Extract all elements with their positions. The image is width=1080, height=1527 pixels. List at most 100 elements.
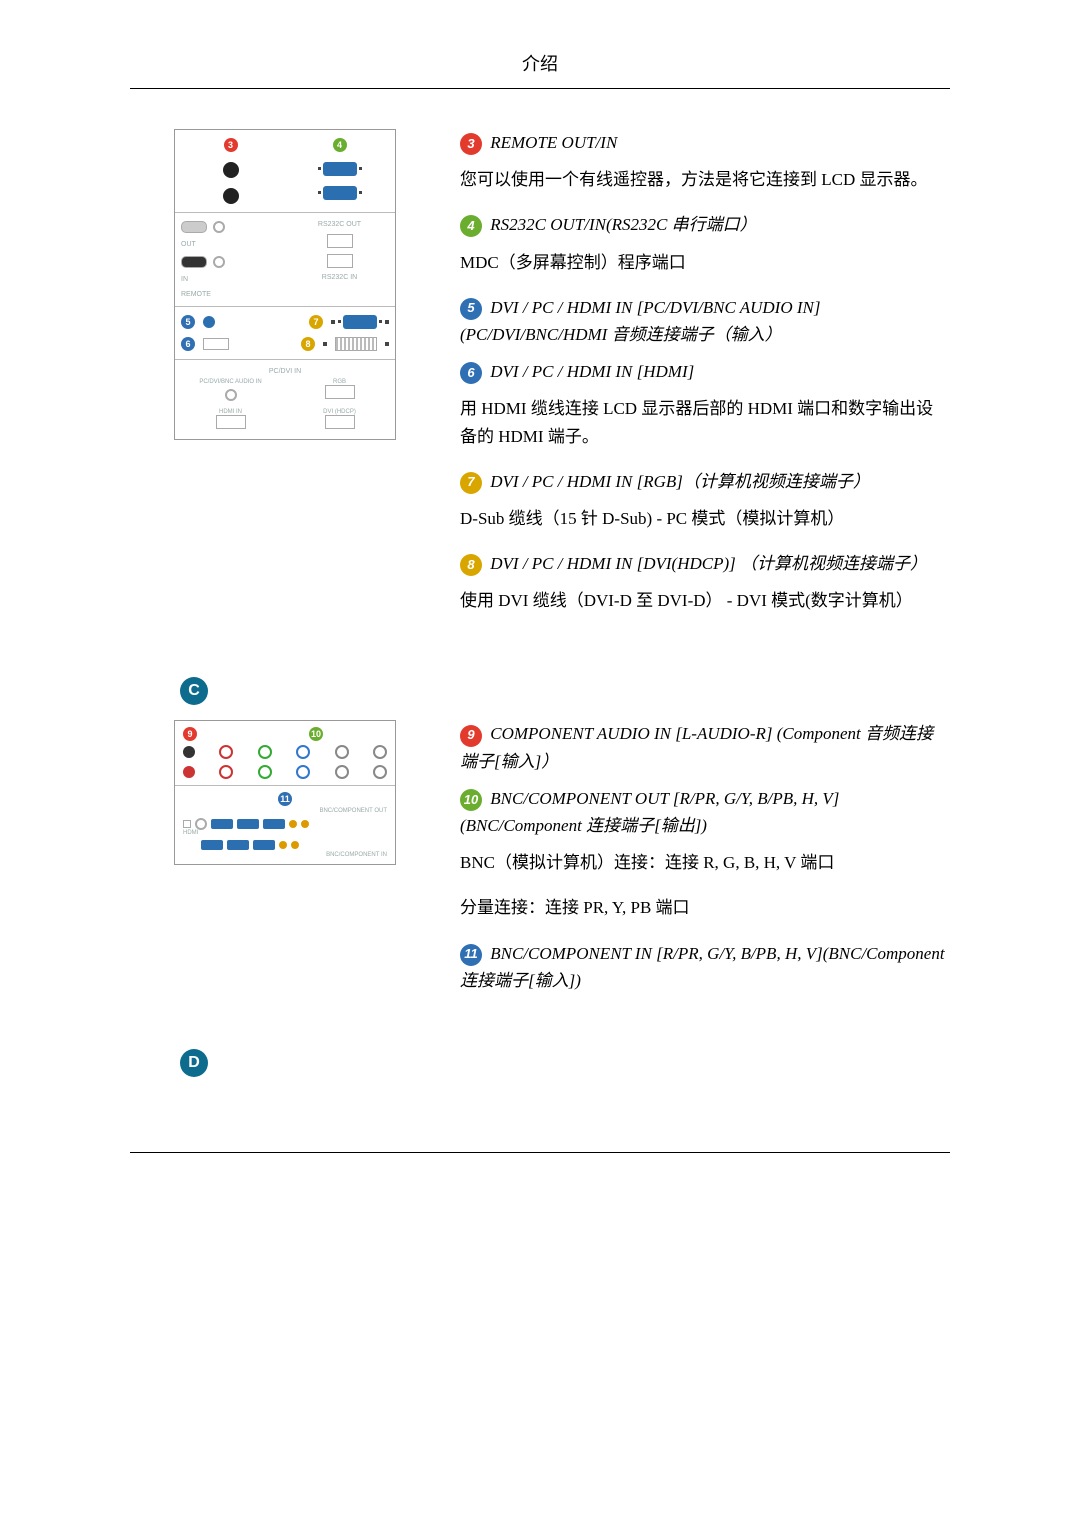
section-8-desc: 使用 DVI 缆线（DVI-D 至 DVI-D） - DVI 模式(数字计算机）	[460, 587, 950, 614]
dot-icon	[385, 342, 389, 346]
bnc-port-icon	[263, 819, 285, 829]
badge-5: 5	[460, 298, 482, 320]
letter-badge-d: D	[180, 1049, 208, 1077]
pill-icon	[181, 221, 207, 233]
row-diagram-2: 9 10	[130, 720, 950, 1004]
rca-icon	[183, 746, 195, 758]
label-in: IN	[181, 276, 280, 283]
label-remote: REMOTE	[181, 291, 280, 298]
jack-icon	[223, 162, 239, 178]
section-5-title-text: DVI / PC / HDMI IN [PC/DVI/BNC AUDIO IN]…	[460, 298, 820, 344]
dot-icon	[385, 320, 389, 324]
label-pcdvi-in: PC/DVI IN	[181, 368, 389, 375]
screw-icon	[213, 221, 225, 233]
section-10-title: 10 BNC/COMPONENT OUT [R/PR, G/Y, B/PB, H…	[460, 785, 950, 839]
ring-icon	[258, 745, 272, 759]
ring-icon	[335, 745, 349, 759]
serial-port-icon	[323, 162, 357, 176]
dot-icon	[331, 320, 335, 324]
rect-port-icon	[325, 415, 355, 429]
screw-icon	[195, 818, 207, 830]
badge-4: 4	[460, 215, 482, 237]
section-9-title: 9 COMPONENT AUDIO IN [L-AUDIO-R] (Compon…	[460, 720, 950, 774]
diag1-badge-7: 7	[309, 315, 323, 329]
badge-7: 7	[460, 472, 482, 494]
section-6-desc: 用 HDMI 缆线连接 LCD 显示器后部的 HDMI 端口和数字输出设备的 H…	[460, 395, 950, 449]
bnc-port-icon	[237, 819, 259, 829]
section-5-title: 5 DVI / PC / HDMI IN [PC/DVI/BNC AUDIO I…	[460, 294, 950, 348]
bottom-rule	[130, 1152, 950, 1153]
badge-6: 6	[460, 362, 482, 384]
label-out: OUT	[181, 241, 280, 248]
top-rule	[130, 88, 950, 89]
ring-icon	[219, 745, 233, 759]
section-8-title-text: DVI / PC / HDMI IN [DVI(HDCP)] （计算机视频连接端…	[490, 554, 927, 573]
sq-icon	[183, 820, 191, 828]
page: 介绍 3 4	[0, 0, 1080, 1233]
section-10-title-text: BNC/COMPONENT OUT [R/PR, G/Y, B/PB, H, V…	[460, 789, 839, 835]
diag1-badge-4: 4	[333, 138, 347, 152]
rca-icon	[291, 841, 299, 849]
bnc-port-icon	[227, 840, 249, 850]
section-7-title-text: DVI / PC / HDMI IN [RGB]（计算机视频连接端子）	[490, 472, 870, 491]
hdmi-port-icon	[203, 338, 229, 350]
label-hdmi: HDMI	[183, 830, 387, 836]
section-6-title: 6 DVI / PC / HDMI IN [HDMI]	[460, 358, 950, 385]
diag2-badge-9: 9	[183, 727, 197, 741]
left-col-1: 3 4	[130, 129, 440, 440]
section-4-desc: MDC（多屏幕控制）程序端口	[460, 249, 950, 276]
ring-icon	[296, 765, 310, 779]
badge-9: 9	[460, 725, 482, 747]
badge-10: 10	[460, 789, 482, 811]
label-bnc-in: BNC/COMPONENT IN	[183, 852, 387, 858]
section-10-desc-2: 分量连接：连接 PR, Y, PB 端口	[460, 894, 950, 921]
rca-icon	[183, 766, 195, 778]
section-11-title: 11 BNC/COMPONENT IN [R/PR, G/Y, B/PB, H,…	[460, 940, 950, 994]
diag1-badge-5: 5	[181, 315, 195, 329]
section-6-title-text: DVI / PC / HDMI IN [HDMI]	[490, 362, 694, 381]
ring-icon	[335, 765, 349, 779]
serial-port-icon	[323, 186, 357, 200]
page-title: 介绍	[130, 50, 950, 88]
badge-11: 11	[460, 944, 482, 966]
section-7-desc: D-Sub 缆线（15 针 D-Sub) - PC 模式（模拟计算机）	[460, 505, 950, 532]
bnc-port-icon	[201, 840, 223, 850]
audio-jack-icon	[203, 316, 215, 328]
section-4-title: 4 RS232C OUT/IN(RS232C 串行端口）	[460, 211, 950, 238]
row-diagram-1: 3 4	[130, 129, 950, 632]
bnc-port-icon	[253, 840, 275, 850]
section-3-title: 3 REMOTE OUT/IN	[460, 129, 950, 156]
bnc-port-icon	[211, 819, 233, 829]
right-col-2: 9 COMPONENT AUDIO IN [L-AUDIO-R] (Compon…	[440, 720, 950, 1004]
section-7-title: 7 DVI / PC / HDMI IN [RGB]（计算机视频连接端子）	[460, 468, 950, 495]
port-diagram-2: 9 10	[174, 720, 396, 865]
pill-icon	[181, 256, 207, 268]
rca-icon	[289, 820, 297, 828]
diag2-badge-11: 11	[278, 792, 292, 806]
section-4-title-text: RS232C OUT/IN(RS232C 串行端口）	[490, 215, 756, 234]
jack-icon	[223, 188, 239, 204]
section-8-title: 8 DVI / PC / HDMI IN [DVI(HDCP)] （计算机视频连…	[460, 550, 950, 577]
left-col-2: 9 10	[130, 720, 440, 865]
rca-icon	[301, 820, 309, 828]
diag1-badge-6: 6	[181, 337, 195, 351]
badge-3: 3	[460, 133, 482, 155]
ring-icon	[258, 765, 272, 779]
dvi-port-icon	[335, 337, 377, 351]
rect-port-icon	[216, 415, 246, 429]
section-11-title-text: BNC/COMPONENT IN [R/PR, G/Y, B/PB, H, V]…	[460, 944, 945, 990]
label-rs232c-in: RS232C IN	[322, 274, 357, 281]
section-10-desc-1: BNC（模拟计算机）连接：连接 R, G, B, H, V 端口	[460, 849, 950, 876]
label-rs232c-out: RS232C OUT	[318, 221, 361, 228]
rca-icon	[279, 841, 287, 849]
rect-port-icon	[325, 385, 355, 399]
ring-icon	[373, 745, 387, 759]
port-diagram-1: 3 4	[174, 129, 396, 440]
diag2-badge-10: 10	[309, 727, 323, 741]
rj-port-icon	[327, 234, 353, 248]
right-col-1: 3 REMOTE OUT/IN 您可以使用一个有线遥控器，方法是将它连接到 LC…	[440, 129, 950, 632]
screw-icon	[213, 256, 225, 268]
section-3-desc: 您可以使用一个有线遥控器，方法是将它连接到 LCD 显示器。	[460, 166, 950, 193]
badge-8: 8	[460, 554, 482, 576]
section-3-title-text: REMOTE OUT/IN	[490, 133, 617, 152]
